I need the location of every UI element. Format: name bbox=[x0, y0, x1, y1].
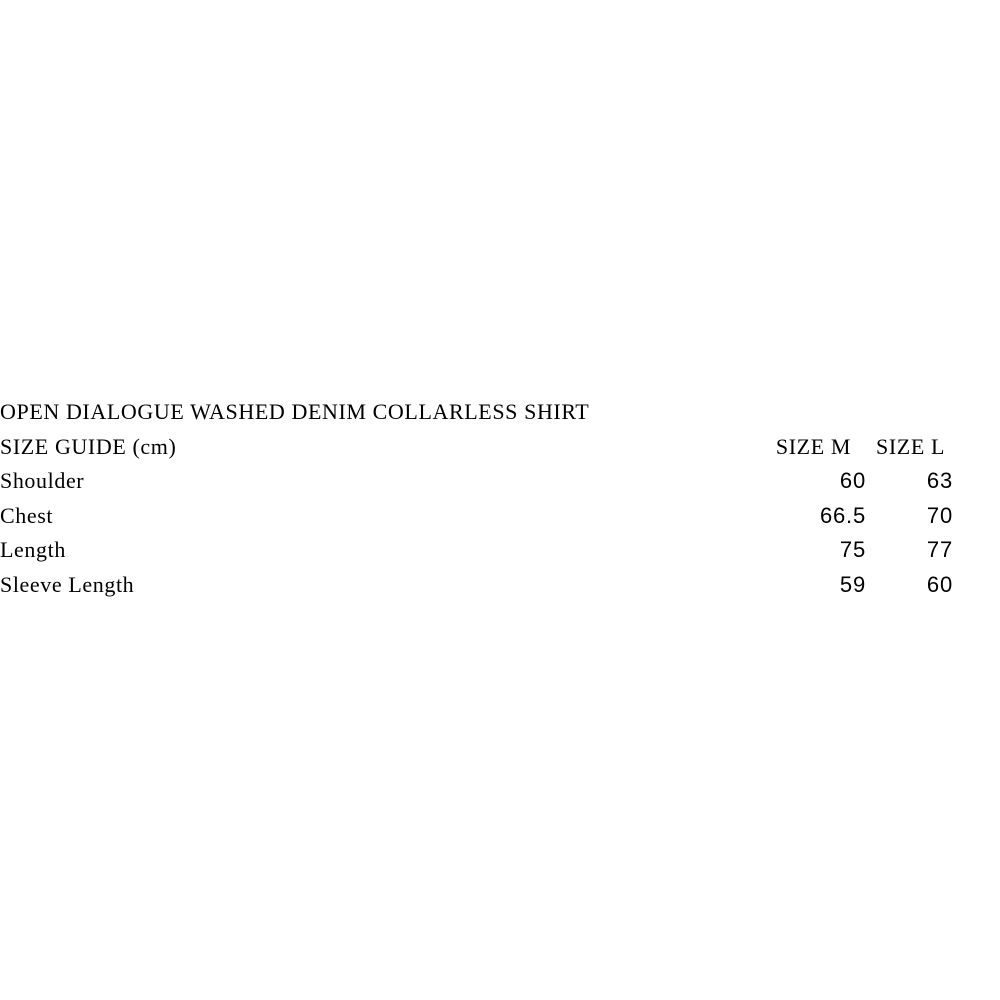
row-label-length: Length bbox=[0, 537, 66, 563]
size-guide-sheet: OPEN DIALOGUE WASHED DENIM COLLARLESS SH… bbox=[0, 395, 953, 603]
row-label-chest: Chest bbox=[0, 502, 54, 528]
product-title: OPEN DIALOGUE WASHED DENIM COLLARLESS SH… bbox=[0, 399, 590, 424]
value-shoulder-size-m: 60 bbox=[839, 468, 866, 494]
value-sleeve-length-size-l: 60 bbox=[926, 571, 953, 597]
row-label-sleeve-length: Sleeve Length bbox=[0, 571, 135, 597]
value-sleeve-length-size-m: 59 bbox=[839, 571, 866, 597]
value-chest-size-l: 70 bbox=[926, 502, 953, 528]
value-length-size-m: 75 bbox=[839, 537, 866, 563]
size-guide-heading: SIZE GUIDE (cm) bbox=[0, 433, 177, 459]
column-header-size-m: SIZE M bbox=[775, 433, 851, 459]
value-chest-size-m: 66.5 bbox=[819, 502, 866, 528]
size-guide-table: SIZE GUIDE (cm) SIZE M SIZE L Shoulder 6… bbox=[0, 430, 953, 603]
value-shoulder-size-l: 63 bbox=[926, 468, 953, 494]
column-header-size-l: SIZE L bbox=[876, 433, 945, 459]
row-label-shoulder: Shoulder bbox=[0, 468, 85, 494]
value-length-size-l: 77 bbox=[926, 537, 953, 563]
